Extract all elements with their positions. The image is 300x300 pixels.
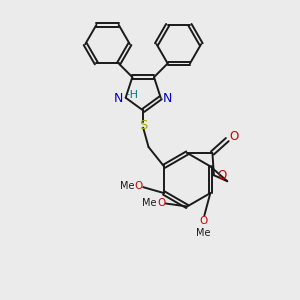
- Text: N: N: [113, 92, 123, 105]
- Text: O: O: [157, 198, 165, 208]
- Text: O: O: [229, 130, 239, 143]
- Text: ·H: ·H: [127, 90, 139, 100]
- Text: N: N: [163, 92, 172, 105]
- Text: O: O: [200, 216, 208, 226]
- Text: S: S: [139, 119, 147, 132]
- Text: Me: Me: [120, 181, 134, 191]
- Text: O: O: [218, 169, 227, 182]
- Text: Me: Me: [142, 198, 157, 208]
- Text: O: O: [135, 181, 143, 191]
- Text: Me: Me: [196, 228, 211, 238]
